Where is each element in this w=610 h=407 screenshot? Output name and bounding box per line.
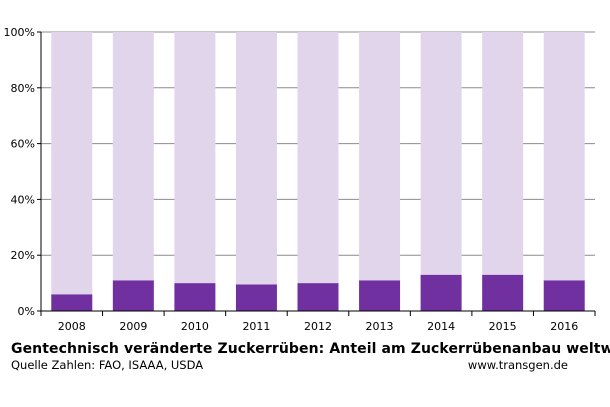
bar-segment-remainder xyxy=(543,32,585,281)
bar-segment-gm-share xyxy=(543,280,585,311)
x-tick-label: 2010 xyxy=(181,320,209,333)
bar-segment-gm-share xyxy=(235,284,277,311)
bar-segment-remainder xyxy=(51,32,93,295)
x-tick-label: 2015 xyxy=(489,320,517,333)
y-tick-label: 60% xyxy=(11,138,35,151)
y-tick-label: 40% xyxy=(11,193,35,206)
bar-segment-remainder xyxy=(420,32,462,275)
x-tick-label: 2011 xyxy=(242,320,270,333)
website-link[interactable]: www.transgen.de xyxy=(467,358,568,372)
y-tick-label: 0% xyxy=(18,305,35,318)
bar-segment-gm-share xyxy=(297,283,339,311)
bar-segment-remainder xyxy=(297,32,339,284)
bar-segment-remainder xyxy=(174,32,216,284)
bars xyxy=(51,32,585,311)
x-tick-label: 2016 xyxy=(550,320,578,333)
bar-segment-gm-share xyxy=(482,274,524,311)
axes xyxy=(40,32,596,316)
bar-segment-gm-share xyxy=(359,280,401,311)
x-tick-label: 2014 xyxy=(427,320,455,333)
bar-segment-gm-share xyxy=(112,280,154,311)
y-tick-label: 20% xyxy=(11,249,35,262)
y-tick-label: 80% xyxy=(11,82,35,95)
y-tick-label: 100% xyxy=(4,26,35,39)
x-tick-label: 2013 xyxy=(366,320,394,333)
bar-segment-gm-share xyxy=(51,294,93,311)
x-tick-label: 2012 xyxy=(304,320,332,333)
bar-segment-gm-share xyxy=(174,283,216,311)
chart-title: Gentechnisch veränderte Zuckerrüben: Ant… xyxy=(11,341,610,357)
y-tick-labels: 0% 20% 40% 60% 80% 100% xyxy=(4,26,35,318)
x-tick-labels: 2008 2009 2010 2011 2012 2013 2014 2015 2016 xyxy=(58,320,578,333)
bar-segment-gm-share xyxy=(420,274,462,311)
bar-segment-remainder xyxy=(235,32,277,285)
x-tick-label: 2009 xyxy=(119,320,147,333)
bar-segment-remainder xyxy=(359,32,401,281)
x-tick-label: 2008 xyxy=(58,320,86,333)
source-note: Quelle Zahlen: FAO, ISAAA, USDA xyxy=(11,358,204,372)
bar-segment-remainder xyxy=(482,32,524,275)
bar-segment-remainder xyxy=(112,32,154,281)
